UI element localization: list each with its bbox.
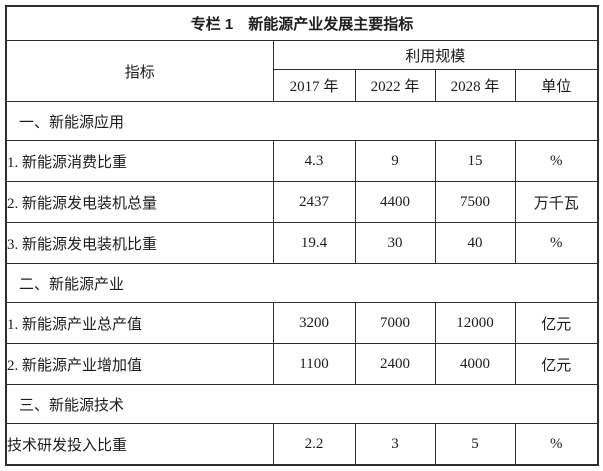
table-row: 3. 新能源发电装机比重 19.4 30 40 % bbox=[5, 222, 599, 264]
section-label: 一、新能源应用 bbox=[5, 101, 599, 141]
value-2028: 4000 bbox=[434, 343, 516, 385]
value-2028: 15 bbox=[434, 140, 516, 182]
value-2022: 30 bbox=[354, 222, 436, 264]
table-row: 技术研发投入比重 2.2 3 5 % bbox=[5, 423, 599, 466]
section-label: 二、新能源产业 bbox=[5, 263, 599, 303]
table-row: 2. 新能源发电装机总量 2437 4400 7500 万千瓦 bbox=[5, 181, 599, 223]
table-title: 专栏 1 新能源产业发展主要指标 bbox=[5, 5, 599, 41]
header-indicator: 指标 bbox=[5, 40, 274, 102]
value-2017: 1100 bbox=[272, 343, 356, 385]
section-header-industry: 二、新能源产业 bbox=[5, 263, 599, 303]
section-header-applications: 一、新能源应用 bbox=[5, 101, 599, 141]
value-2017: 4.3 bbox=[272, 140, 356, 182]
value-2017: 2.2 bbox=[272, 423, 356, 466]
value-2022: 4400 bbox=[354, 181, 436, 223]
row-label: 2. 新能源产业增加值 bbox=[5, 343, 274, 385]
header-row-years: 2017 年 2022 年 2028 年 单位 bbox=[6, 69, 599, 102]
section-label: 三、新能源技术 bbox=[5, 384, 599, 424]
value-2028: 12000 bbox=[434, 302, 516, 344]
table-row: 1. 新能源产业总产值 3200 7000 12000 亿元 bbox=[5, 302, 599, 344]
value-2022: 7000 bbox=[354, 302, 436, 344]
value-2028: 40 bbox=[434, 222, 516, 264]
row-unit: % bbox=[514, 222, 599, 264]
value-2017: 3200 bbox=[272, 302, 356, 344]
value-2022: 2400 bbox=[354, 343, 436, 385]
row-unit: % bbox=[514, 423, 599, 466]
value-2022: 3 bbox=[354, 423, 436, 466]
value-2028: 7500 bbox=[434, 181, 516, 223]
table-row: 1. 新能源消费比重 4.3 9 15 % bbox=[5, 140, 599, 182]
header-year-2017: 2017 年 bbox=[272, 69, 356, 102]
value-2028: 5 bbox=[434, 423, 516, 466]
value-2017: 2437 bbox=[272, 181, 356, 223]
row-unit: 万千瓦 bbox=[514, 181, 599, 223]
indicator-table: 专栏 1 新能源产业发展主要指标 指标 利用规模 2017 年 2022 年 2… bbox=[5, 5, 600, 466]
title-row: 专栏 1 新能源产业发展主要指标 bbox=[5, 5, 599, 41]
row-label: 3. 新能源发电装机比重 bbox=[5, 222, 274, 264]
row-unit: 亿元 bbox=[514, 343, 599, 385]
row-label: 1. 新能源消费比重 bbox=[5, 140, 274, 182]
header-utilization-scale: 利用规模 bbox=[272, 40, 599, 70]
value-2022: 9 bbox=[354, 140, 436, 182]
row-label: 2. 新能源发电装机总量 bbox=[5, 181, 274, 223]
value-2017: 19.4 bbox=[272, 222, 356, 264]
row-label: 1. 新能源产业总产值 bbox=[5, 302, 274, 344]
header-unit: 单位 bbox=[514, 69, 599, 102]
header-year-2022: 2022 年 bbox=[354, 69, 436, 102]
table-row: 2. 新能源产业增加值 1100 2400 4000 亿元 bbox=[5, 343, 599, 385]
section-header-technology: 三、新能源技术 bbox=[5, 384, 599, 424]
row-unit: 亿元 bbox=[514, 302, 599, 344]
row-unit: % bbox=[514, 140, 599, 182]
header-year-2028: 2028 年 bbox=[434, 69, 516, 102]
row-label: 技术研发投入比重 bbox=[5, 423, 274, 466]
header-row-top: 指标 利用规模 bbox=[5, 40, 599, 102]
